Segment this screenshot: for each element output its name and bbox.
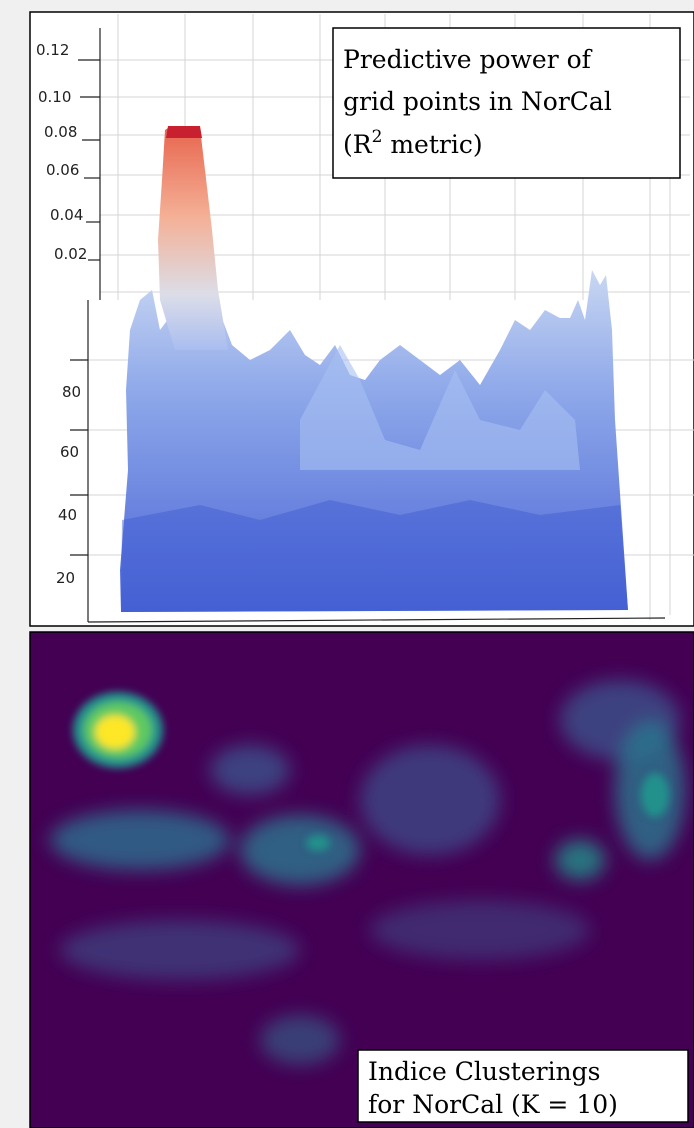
surface	[120, 126, 628, 612]
blob	[360, 745, 500, 855]
tick-label: 60	[60, 443, 79, 461]
title-line: grid points in NorCal	[343, 87, 612, 116]
tick-label: 0.04	[50, 206, 83, 224]
spike-top	[166, 126, 202, 138]
caption-box	[357, 1049, 689, 1123]
title-line: (R2 metric)	[343, 127, 483, 159]
title-part: (R	[343, 130, 373, 159]
tick-label: 0.02	[54, 245, 87, 263]
tick-label: 0.12	[36, 41, 69, 59]
blob	[370, 900, 590, 960]
tick-label: 20	[56, 569, 75, 587]
surface-ridge	[300, 345, 580, 470]
blob	[260, 1015, 340, 1065]
blob	[555, 840, 605, 880]
title-superscript: 2	[372, 127, 383, 147]
tick-label: 0.06	[46, 161, 79, 179]
tick-label: 80	[62, 383, 81, 401]
blob	[641, 773, 669, 817]
surface-panel: Predictive power of grid points in NorCa…	[29, 11, 694, 649]
lower-tick-labels: 806040200	[52, 383, 81, 649]
tick-label: 0.10	[38, 88, 71, 106]
axes	[70, 28, 666, 623]
heatmap-blobs	[50, 680, 685, 1065]
tick-label: 40	[58, 506, 77, 524]
blob	[95, 715, 135, 749]
spike	[158, 128, 228, 350]
blob	[50, 810, 230, 870]
title-part: metric)	[382, 130, 482, 159]
caption-line: for NorCal (K = 10)	[368, 1090, 618, 1119]
blob	[210, 745, 290, 795]
hotspot	[73, 692, 669, 851]
axis-line	[87, 617, 666, 623]
tick-label: 0.08	[44, 123, 77, 141]
heatmap-panel: Indice Clusterings for NorCal (K = 10)	[29, 631, 694, 1128]
title-box	[332, 27, 681, 179]
title-line: Predictive power of	[343, 45, 593, 74]
blob	[240, 815, 360, 885]
upper-tick-labels: 0.12 0.10 0.08 0.06 0.04 0.02	[36, 41, 87, 263]
surface-shade	[121, 500, 628, 612]
blob	[60, 920, 300, 980]
caption-line: Indice Clusterings	[368, 1057, 601, 1086]
blob	[306, 835, 330, 851]
